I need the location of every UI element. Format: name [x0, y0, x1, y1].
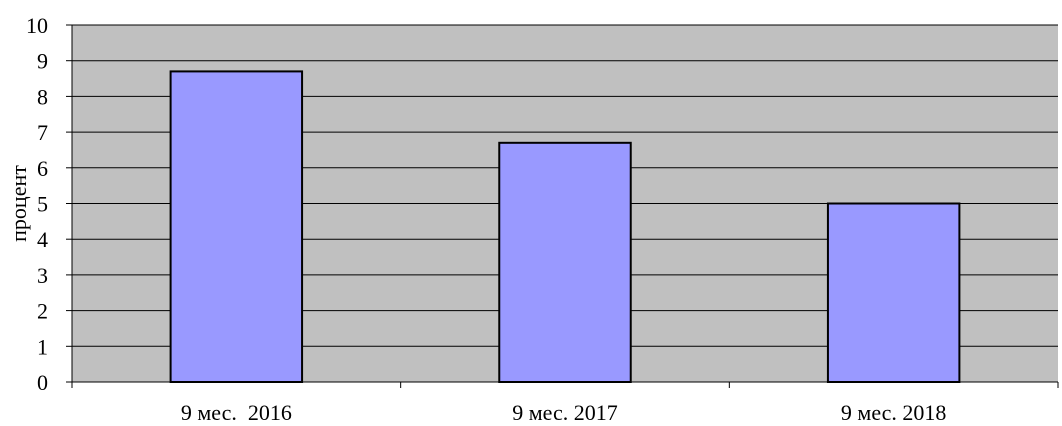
x-tick-label: 9 мес. 2017	[512, 400, 618, 425]
x-tick-labels: 9 мес. 2016 9 мес. 2017 9 мес. 2018	[181, 400, 947, 425]
y-tick-label: 9	[37, 49, 48, 74]
y-tick-label: 6	[37, 156, 48, 181]
y-tick-label: 0	[37, 370, 48, 395]
bar	[498, 141, 632, 383]
y-tick-label: 1	[37, 334, 48, 359]
y-tick-label: 2	[37, 299, 48, 324]
bar	[826, 202, 961, 383]
x-tick-label: 9 мес. 2016	[181, 400, 292, 425]
y-tick-label: 7	[37, 120, 48, 145]
x-tick-label: 9 мес. 2018	[841, 400, 947, 425]
bar	[169, 70, 304, 383]
y-tick-label: 4	[37, 227, 48, 252]
y-tick-label: 5	[37, 192, 48, 217]
axes	[71, 25, 1059, 388]
y-tick-label: 10	[26, 13, 48, 38]
y-tick-label: 3	[37, 263, 48, 288]
y-tick-labels: 0 1 2 3 4 5 6 7 8 9 10	[26, 13, 48, 395]
y-axis-title: процент	[6, 165, 31, 242]
bars	[169, 70, 961, 383]
y-tick-label: 8	[37, 84, 48, 109]
